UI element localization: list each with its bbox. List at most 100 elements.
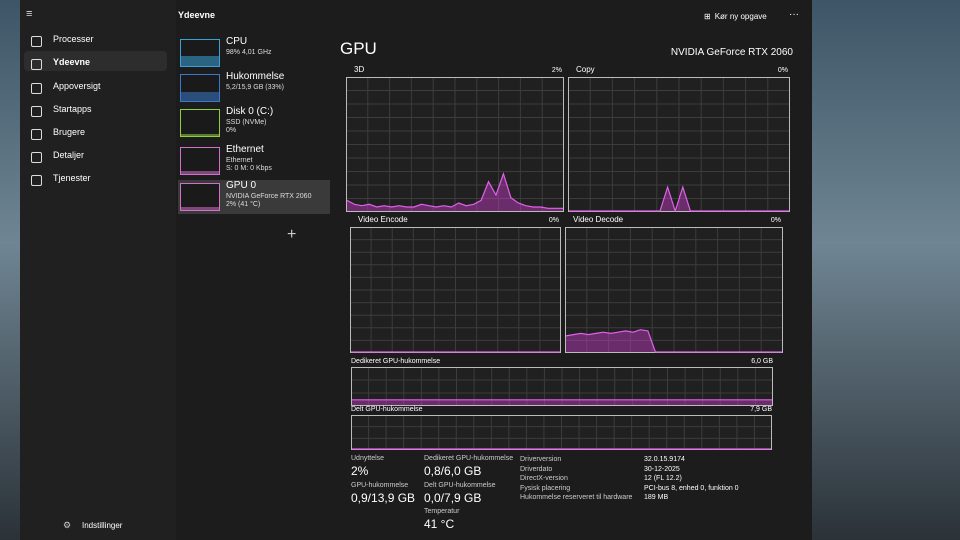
detail-value: 189 MB [644,494,669,501]
stat-label: Temperatur [424,508,460,515]
detail-value: PCI-bus 8, enhed 0, funktion 0 [644,484,739,492]
device-detail: SSD (NVMe) [226,119,267,126]
thumbnail-fill [181,134,219,136]
graph-value: 0% [777,67,788,74]
device-name: Ethernet [226,144,264,155]
device-item[interactable]: Disk 0 (C:) SSD (NVMe) 0% [178,106,330,140]
graph-line [569,185,789,212]
device-name: Hukommelse [226,71,285,82]
graph-value: 0% [548,217,559,224]
graph-value: 2% [551,67,562,74]
stat-label: GPU-hukommelse [351,482,409,489]
nav-item[interactable]: Ydeevne [53,57,91,67]
run-task-button[interactable]: ⊞ Kør ny opgave [704,12,767,21]
stat-label: Udnyttelse [351,455,385,462]
device-thumbnail [180,183,220,211]
device-detail: 2% (41 °C) [226,201,261,208]
device-item[interactable]: CPU 98% 4,01 GHz [178,36,330,70]
nav-item[interactable]: Brugere [53,127,86,137]
thumbnail-fill [181,207,219,210]
nav-item[interactable]: Detaljer [53,150,85,160]
run-task-label: Kør ny opgave [714,12,767,21]
graph-line [565,329,782,353]
device-detail: Ethernet [226,157,253,164]
device-thumbnail [180,39,220,67]
device-detail: S: 0 M: 0 Kbps [226,165,272,172]
graph-label: Video Decode [573,215,624,224]
device-detail: 5,2/15,9 GB (33%) [226,84,284,91]
nav-icon [31,106,42,117]
nav-icon [31,152,42,163]
nav-icon [31,59,42,70]
detail-label: Fysisk placering [520,484,571,492]
detail-value: 32.0.15.9174 [644,456,685,463]
nav-item[interactable]: Processer [53,34,94,44]
memory-label: Dedikeret GPU-hukommelse [351,358,441,365]
graph [351,415,772,450]
device-thumbnail [180,147,220,175]
graph [568,77,790,212]
graph-area [347,173,563,211]
device-detail: 0% [226,127,237,134]
add-button[interactable]: + [287,226,297,243]
device-name: Disk 0 (C:) [226,106,274,117]
device-name: CPU [226,36,248,47]
page-title: Ydeevne [178,10,216,20]
detail-value: 30-12-2025 [644,465,680,473]
stat-value: 0,9/13,9 GB [351,491,416,505]
stat-value: 0,0/7,9 GB [424,491,482,505]
device-item[interactable]: GPU 0 NVIDIA GeForce RTX 2060 2% (41 °C) [178,180,330,214]
device-detail: 98% 4,01 GHz [226,49,272,56]
nav-icon [31,83,42,94]
device-detail: NVIDIA GeForce RTX 2060 [226,193,312,200]
nav-icon [31,36,42,47]
graph [351,367,773,406]
graph [346,77,564,212]
gpu-model: NVIDIA GeForce RTX 2060 [670,47,793,58]
device-item[interactable]: Ethernet Ethernet S: 0 M: 0 Kbps [178,144,330,178]
thumbnail-fill [181,92,219,101]
graph-label: Video Encode [358,215,408,224]
memory-max: 6,0 GB [751,358,773,365]
detail-value: 12 (FL 12.2) [644,475,682,482]
menu-button[interactable]: ≡ [26,8,33,20]
graph-label: 3D [354,65,365,74]
graph [565,227,783,353]
detail-label: Hukommelse reserveret til hardware [520,494,633,501]
stat-label: Dedikeret GPU-hukommelse [424,455,514,462]
detail-label: Driverdato [520,465,553,473]
sidebar [20,0,176,540]
stat-value: 41 °C [424,517,455,531]
device-thumbnail [180,74,220,102]
memory-max: 7,9 GB [750,406,772,413]
stat-label: Delt GPU-hukommelse [424,482,496,489]
graph-line [346,171,563,209]
stat-value: 2% [351,464,369,478]
nav-item[interactable]: Appoversigt [53,81,101,91]
memory-label: Delt GPU-hukommelse [351,406,423,413]
graph-label: Copy [576,65,595,74]
graph-area [566,329,782,352]
settings-link[interactable]: Indstillinger [82,521,123,530]
device-thumbnail [180,109,220,137]
gpu-title: GPU [340,39,377,58]
more-button[interactable]: ··· [789,9,799,20]
stat-value: 0,8/6,0 GB [424,464,482,478]
nav-selection [24,51,167,71]
device-item[interactable]: Hukommelse 5,2/15,9 GB (33%) [178,71,330,105]
graph-value: 0% [770,217,781,224]
nav-icon [31,175,42,186]
graph [350,227,561,353]
detail-label: Driverversion [520,456,562,463]
thumbnail-fill [181,56,219,66]
run-icon: ⊞ [704,12,711,21]
detail-label: DirectX-version [520,475,568,482]
thumbnail-fill [181,171,219,174]
graph-area [352,399,772,405]
settings-icon: ⚙ [63,520,72,530]
device-name: GPU 0 [226,180,257,191]
nav-item[interactable]: Tjenester [53,173,91,183]
nav-item[interactable]: Startapps [53,104,92,114]
nav-icon [31,129,42,140]
